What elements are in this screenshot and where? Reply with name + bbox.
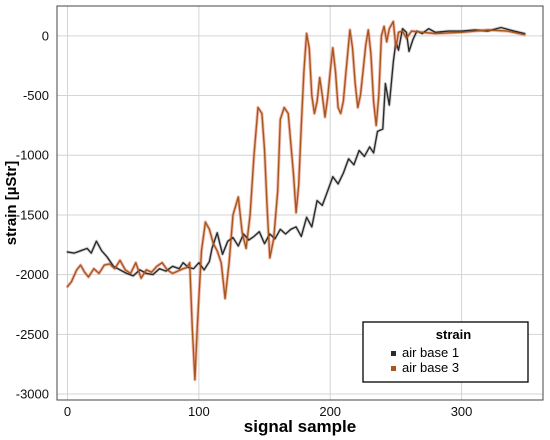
y-tick-label-2: -1000 (16, 148, 49, 163)
x-axis-title: signal sample (244, 417, 356, 436)
y-tick-label-0: 0 (42, 28, 49, 43)
tick-labels: 0 100 200 300 0 -500 -1000 -1500 -2000 -2500 -3000 (16, 28, 473, 419)
series-line-2 (66, 20, 526, 381)
x-tick-label-3: 300 (451, 404, 473, 419)
x-tick-label-0: 0 (64, 404, 71, 419)
y-tick-label-1: -500 (23, 88, 49, 103)
legend-swatch-1 (391, 351, 396, 356)
y-axis-title: strain [µStr] (3, 161, 20, 246)
series-lines (65, 19, 527, 382)
series-line-1 (66, 26, 526, 277)
y-tick-label-6: -3000 (16, 387, 49, 402)
plot-frame (56, 5, 544, 401)
legend-box (362, 321, 529, 383)
y-tick-label-4: -2000 (16, 267, 49, 282)
y-tick-label-3: -1500 (16, 207, 49, 222)
legend-swatch-2 (391, 366, 396, 371)
x-tick-label-1: 100 (188, 404, 210, 419)
x-tick-label-2: 200 (319, 404, 341, 419)
y-tick-label-5: -2500 (16, 327, 49, 342)
legend-label-2: air base 3 (402, 360, 459, 375)
legend-title: strain (436, 327, 471, 342)
legend-label-1: air base 1 (402, 345, 459, 360)
